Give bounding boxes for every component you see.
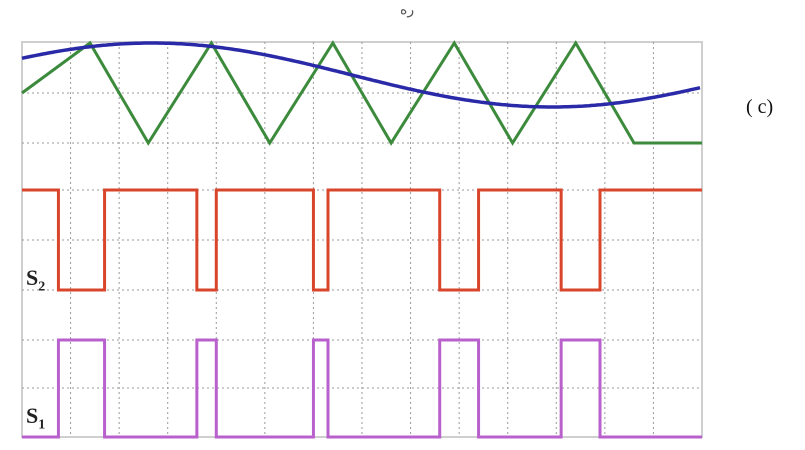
s1-pulse-train xyxy=(22,338,702,439)
sine-reference-wave xyxy=(21,41,701,109)
s2-label-sub: 2 xyxy=(38,279,46,295)
s1-label-sub: 1 xyxy=(38,417,46,433)
s2-label: S2 xyxy=(26,265,45,295)
s1-label: S1 xyxy=(26,403,45,433)
s1-label-main: S xyxy=(26,403,39,428)
s2-label-main: S xyxy=(26,265,39,290)
top-mark: ره xyxy=(400,2,415,18)
s2-pulse-train xyxy=(22,188,702,292)
triangle-carrier-wave xyxy=(21,40,702,146)
panel-tag: ( c) xyxy=(746,96,774,118)
